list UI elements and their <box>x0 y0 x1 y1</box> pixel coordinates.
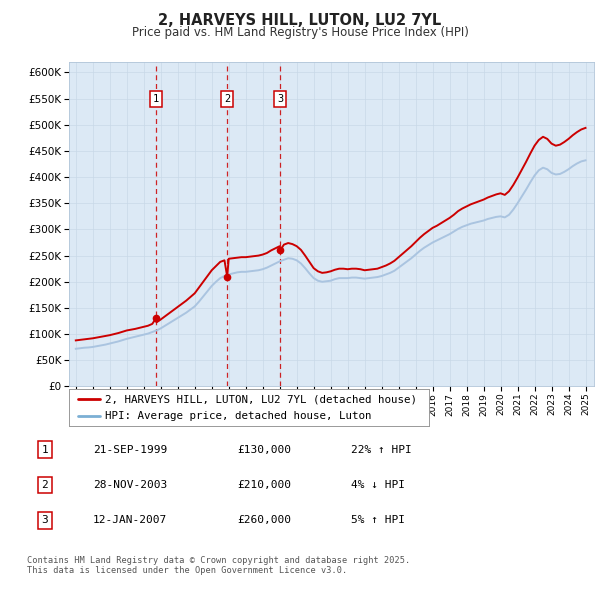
Text: £210,000: £210,000 <box>237 480 291 490</box>
Text: 28-NOV-2003: 28-NOV-2003 <box>93 480 167 490</box>
Text: 4% ↓ HPI: 4% ↓ HPI <box>351 480 405 490</box>
Text: 1: 1 <box>153 94 159 104</box>
Text: 21-SEP-1999: 21-SEP-1999 <box>93 445 167 454</box>
Text: 2: 2 <box>41 480 49 490</box>
Text: £260,000: £260,000 <box>237 516 291 525</box>
Text: 2, HARVEYS HILL, LUTON, LU2 7YL: 2, HARVEYS HILL, LUTON, LU2 7YL <box>158 13 442 28</box>
Text: £130,000: £130,000 <box>237 445 291 454</box>
Text: 22% ↑ HPI: 22% ↑ HPI <box>351 445 412 454</box>
Text: 1: 1 <box>41 445 49 454</box>
Text: Contains HM Land Registry data © Crown copyright and database right 2025.
This d: Contains HM Land Registry data © Crown c… <box>27 556 410 575</box>
Text: 5% ↑ HPI: 5% ↑ HPI <box>351 516 405 525</box>
Text: HPI: Average price, detached house, Luton: HPI: Average price, detached house, Luto… <box>105 411 371 421</box>
Text: 2: 2 <box>224 94 230 104</box>
Text: Price paid vs. HM Land Registry's House Price Index (HPI): Price paid vs. HM Land Registry's House … <box>131 26 469 39</box>
Text: 3: 3 <box>41 516 49 525</box>
Text: 2, HARVEYS HILL, LUTON, LU2 7YL (detached house): 2, HARVEYS HILL, LUTON, LU2 7YL (detache… <box>105 394 417 404</box>
Text: 12-JAN-2007: 12-JAN-2007 <box>93 516 167 525</box>
Text: 3: 3 <box>277 94 283 104</box>
